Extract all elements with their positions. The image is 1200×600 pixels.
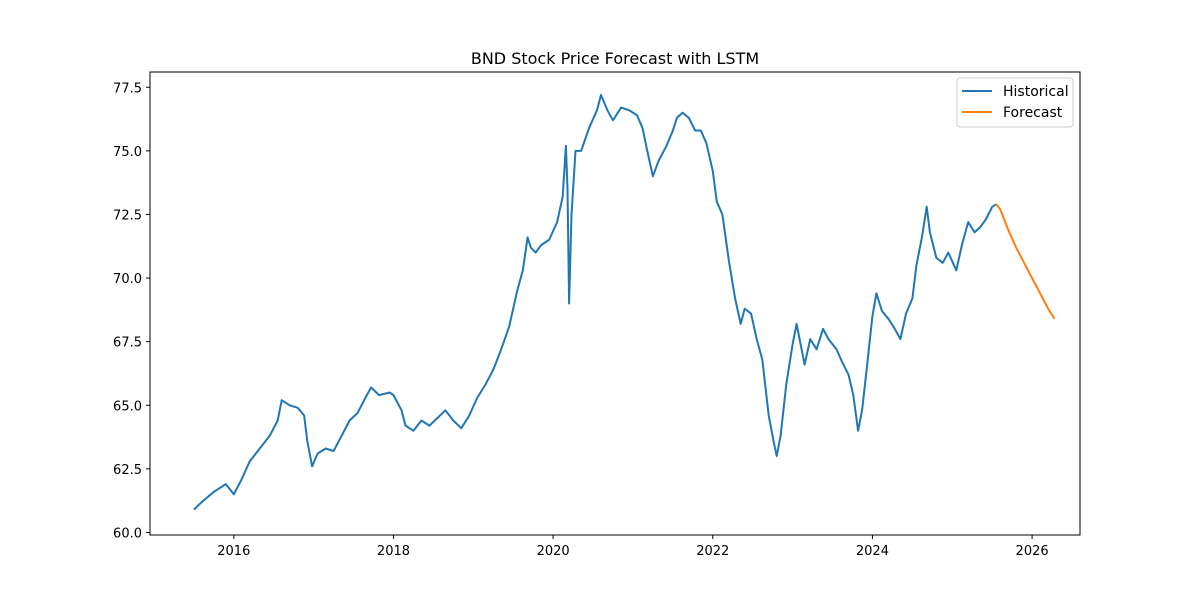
legend: Historical Forecast bbox=[956, 77, 1074, 128]
y-tick-label: 62.5 bbox=[113, 463, 142, 478]
y-tick-label: 67.5 bbox=[113, 336, 142, 351]
y-axis: 60.0 62.5 65.0 67.5 70.0 72.5 75.0 77.5 bbox=[113, 81, 150, 541]
x-tick-label: 2016 bbox=[217, 544, 250, 559]
plot-area bbox=[193, 93, 1056, 511]
y-tick-label: 65.0 bbox=[113, 399, 142, 414]
y-tick-label: 75.0 bbox=[113, 145, 142, 160]
y-tick-label: 70.0 bbox=[113, 272, 142, 287]
chart-title: BND Stock Price Forecast with LSTM bbox=[471, 49, 759, 68]
y-tick-label: 77.5 bbox=[113, 81, 142, 96]
legend-label-forecast: Forecast bbox=[1003, 105, 1063, 121]
series-line-forecast bbox=[995, 203, 1056, 320]
x-tick-label: 2018 bbox=[377, 544, 410, 559]
y-tick-label: 72.5 bbox=[113, 208, 142, 223]
x-tick-label: 2022 bbox=[696, 544, 729, 559]
series-line-historical bbox=[193, 93, 997, 511]
axes-frame bbox=[149, 71, 1081, 536]
y-tick-label: 60.0 bbox=[113, 526, 142, 541]
x-axis: 2016 2018 2020 2022 2024 2026 bbox=[217, 535, 1049, 559]
x-tick-label: 2024 bbox=[856, 544, 889, 559]
x-tick-label: 2026 bbox=[1016, 544, 1049, 559]
legend-label-historical: Historical bbox=[1003, 84, 1069, 100]
x-tick-label: 2020 bbox=[537, 544, 570, 559]
